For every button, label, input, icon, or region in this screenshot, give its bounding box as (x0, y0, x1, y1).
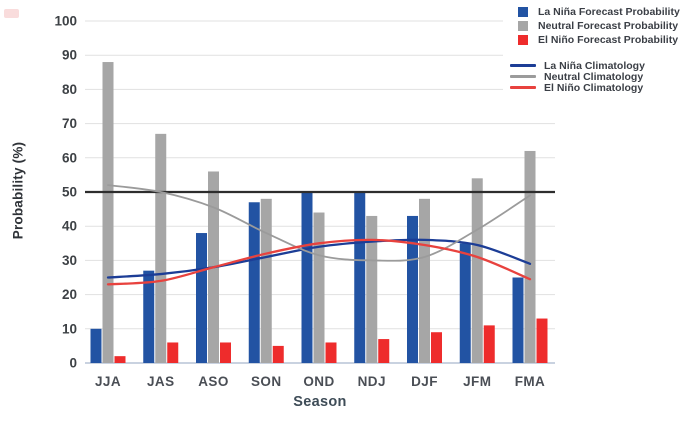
legend-line-swatch-neutral-climatology (510, 75, 536, 78)
bar-neutral-forecast-probability-djf (419, 198, 430, 363)
y-tick-label-20: 20 (62, 287, 77, 302)
bar-la-ni-a-forecast-probability-son (248, 202, 260, 363)
x-category-label-jfm: JFM (463, 374, 491, 389)
bar-la-ni-a-forecast-probability-djf (407, 215, 418, 363)
legend-square-swatch-neutral-forecast-probability (518, 20, 528, 31)
bar-la-ni-a-forecast-probability-aso (196, 233, 207, 363)
scan-artifact (4, 9, 19, 18)
legend-item: Neutral Forecast Probability (506, 19, 682, 32)
legend-line-swatch-el-ni-o-climatology (510, 86, 536, 89)
legend-square-swatch-la-ni-a-forecast-probability (518, 6, 528, 17)
bar-el-ni-o-forecast-probability-jja (114, 356, 126, 363)
bar-el-ni-o-forecast-probability-jas (167, 342, 179, 363)
bar-neutral-forecast-probability-ond (313, 212, 325, 363)
legend-item: El Niño Forecast Probability (506, 33, 682, 46)
legend-item: El Niño Climatology (506, 81, 682, 94)
bar-el-ni-o-forecast-probability-djf (431, 332, 442, 363)
y-tick-label-0: 0 (69, 356, 77, 371)
legend-item-label: El Niño Climatology (544, 81, 644, 94)
legend-square-swatch-el-ni-o-forecast-probability (518, 34, 528, 45)
bar-el-ni-o-forecast-probability-fma (536, 318, 548, 363)
legend-item: Neutral Climatology (506, 70, 682, 83)
x-category-label-fma: FMA (515, 374, 545, 389)
bar-la-ni-a-forecast-probability-fma (512, 277, 524, 363)
bar-la-ni-a-forecast-probability-ond (301, 192, 313, 363)
bar-el-ni-o-forecast-probability-jfm (483, 325, 495, 363)
y-tick-label-50: 50 (62, 185, 77, 200)
bar-el-ni-o-forecast-probability-son (272, 345, 284, 363)
bar-el-ni-o-forecast-probability-aso (220, 342, 231, 363)
y-tick-label-60: 60 (62, 150, 77, 165)
bar-el-ni-o-forecast-probability-ndj (378, 339, 390, 363)
y-tick-label-100: 100 (54, 14, 77, 29)
bar-neutral-forecast-probability-jja (102, 62, 114, 363)
bar-neutral-forecast-probability-son (260, 198, 272, 363)
legend-item-label: Neutral Forecast Probability (538, 19, 679, 32)
y-tick-label-40: 40 (62, 219, 77, 234)
y-tick-label-10: 10 (62, 321, 77, 336)
y-tick-label-30: 30 (62, 253, 77, 268)
x-axis-title: Season (293, 394, 347, 410)
line-neutral-climatology (107, 184, 531, 262)
bar-la-ni-a-forecast-probability-jas (143, 270, 155, 363)
x-category-label-jas: JAS (147, 374, 174, 389)
legend: La Niña Forecast Probability Neutral Fore… (503, 3, 682, 97)
x-category-label-ndj: NDJ (358, 374, 386, 389)
bar-el-ni-o-forecast-probability-ond (325, 342, 337, 363)
legend-item: La Niña Climatology (506, 59, 682, 72)
legend-item-label: La Niña Forecast Probability (538, 5, 680, 18)
x-category-label-djf: DJF (411, 374, 438, 389)
line-la-ni-a-climatology (106, 238, 532, 279)
bar-neutral-forecast-probability-ndj (366, 215, 378, 363)
bar-neutral-forecast-probability-jas (155, 133, 167, 363)
legend-item: La Niña Forecast Probability (506, 5, 682, 18)
legend-item-label: La Niña Climatology (544, 59, 645, 72)
x-category-label-ond: OND (303, 374, 334, 389)
x-category-label-jja: JJA (95, 374, 121, 389)
y-tick-label-80: 80 (62, 82, 77, 97)
legend-line-series-group: La Niña Climatology Neutral Climatology El… (506, 59, 682, 94)
legend-item-label: Neutral Climatology (544, 70, 644, 83)
legend-item-label: El Niño Forecast Probability (538, 33, 679, 46)
y-tick-label-90: 90 (62, 48, 77, 63)
y-tick-label-70: 70 (62, 116, 77, 131)
legend-bar-series-group: La Niña Forecast Probability Neutral Fore… (506, 5, 682, 46)
y-axis-title: Probability (%) (10, 141, 26, 240)
bar-neutral-forecast-probability-jfm (471, 178, 483, 363)
bar-neutral-forecast-probability-fma (524, 150, 536, 363)
legend-line-swatch-la-ni-a-climatology (510, 64, 536, 67)
x-category-label-aso: ASO (198, 374, 228, 389)
x-category-label-son: SON (251, 374, 281, 389)
bar-la-ni-a-forecast-probability-jja (90, 328, 102, 363)
bar-la-ni-a-forecast-probability-ndj (354, 192, 366, 363)
bar-la-ni-a-forecast-probability-jfm (459, 243, 471, 363)
line-el-ni-o-climatology (106, 238, 532, 286)
